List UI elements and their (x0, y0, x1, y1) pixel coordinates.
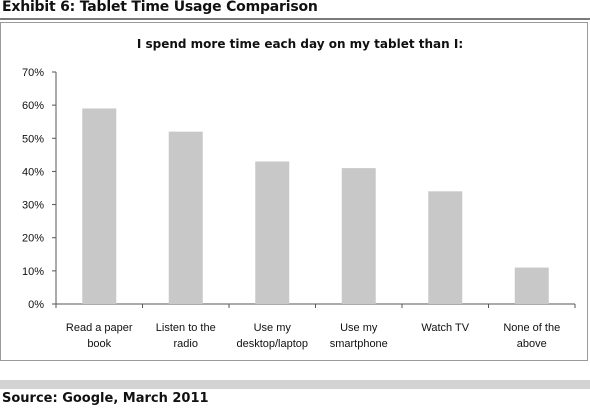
bar (428, 191, 463, 304)
y-tick-label: 20% (22, 233, 44, 245)
exhibit-title: Exhibit 6: Tablet Time Usage Comparison (2, 0, 318, 15)
chart-title: I spend more time each day on my tablet … (137, 37, 463, 51)
y-axis: 0% 10% 20% 30% 40% 50% 60% 70% (22, 67, 57, 311)
bar (255, 161, 290, 304)
top-rule (0, 18, 590, 20)
y-tick-label: 50% (22, 133, 44, 145)
x-category-label: Read a paper (66, 322, 133, 334)
bar (168, 131, 203, 304)
y-tick-label: 70% (22, 67, 44, 79)
x-category-label: Listen to the (156, 322, 216, 334)
x-category-label: Use my (254, 322, 292, 334)
x-category-label: desktop/laptop (236, 338, 308, 350)
x-category-label: book (87, 338, 111, 350)
x-category-label: None of the (503, 322, 560, 334)
bar (514, 267, 549, 304)
y-tick-label: 40% (22, 166, 44, 178)
bar (341, 168, 376, 304)
source-note: Source: Google, March 2011 (2, 391, 209, 406)
bar (82, 108, 117, 304)
y-tick-label: 60% (22, 100, 44, 112)
x-category-label: smartphone (330, 338, 388, 350)
x-category-label: Watch TV (421, 322, 469, 334)
y-tick-label: 0% (28, 299, 44, 311)
bars (82, 108, 549, 304)
x-category-label: above (517, 338, 547, 350)
x-category-label: radio (174, 338, 198, 350)
category-labels: Read a paper book Listen to the radio Use my… (66, 322, 560, 350)
x-category-label: Use my (340, 322, 378, 334)
x-axis (55, 303, 576, 308)
y-tick-label: 10% (22, 266, 44, 278)
bottom-rule (0, 380, 590, 389)
y-tick-label: 30% (22, 200, 44, 212)
